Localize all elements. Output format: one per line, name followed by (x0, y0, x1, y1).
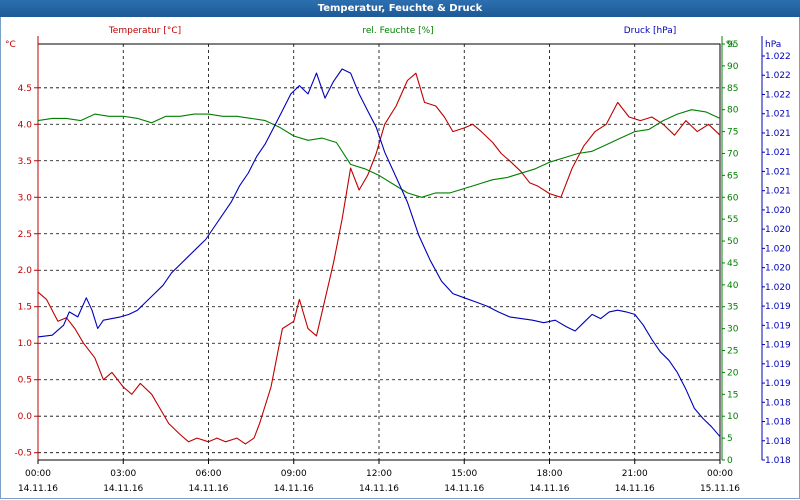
pressure-tick-label: 1.019 (765, 302, 791, 312)
humidity-tick-label: 20 (727, 368, 739, 378)
x-tick-time: 12:00 (366, 469, 392, 479)
humidity-tick-label: 30 (727, 325, 739, 335)
x-tick-date: 14.11.16 (615, 484, 655, 494)
temp-tick-label: 4.5 (18, 84, 32, 94)
pressure-tick-label: 1.021 (765, 148, 791, 158)
temp-axis-unit: °C (5, 40, 16, 50)
x-tick-time: 00:00 (25, 469, 51, 479)
x-tick-time: 21:00 (622, 469, 648, 479)
x-tick-date: 14.11.16 (444, 484, 484, 494)
x-tick-date: 14.11.16 (18, 484, 58, 494)
pressure-tick-label: 1.020 (765, 283, 791, 293)
pressure-tick-label: 1.018 (765, 437, 791, 447)
legend-pressure: Druck [hPa] (624, 26, 677, 36)
temp-tick-label: 0.0 (18, 412, 33, 422)
pressure-tick-label: 1.019 (765, 360, 791, 370)
pressure-tick-label: 1.020 (765, 225, 791, 235)
humidity-tick-label: 10 (727, 412, 739, 422)
x-tick-time: 00:00 (707, 469, 733, 479)
x-tick-date: 14.11.16 (529, 484, 569, 494)
pressure-tick-label: 1.022 (765, 90, 791, 100)
humidity-tick-label: 35 (727, 303, 738, 313)
pressure-tick-label: 1.021 (765, 167, 791, 177)
temp-tick-label: 2.0 (18, 266, 33, 276)
x-tick-time: 18:00 (537, 469, 563, 479)
pressure-tick-label: 1.019 (765, 321, 791, 331)
pressure-tick-label: 1.020 (765, 264, 791, 274)
humidity-tick-label: 85 (727, 84, 738, 94)
pressure-line (37, 68, 721, 438)
pressure-tick-label: 1.021 (765, 187, 791, 197)
x-tick-time: 09:00 (281, 469, 307, 479)
chart-title: Temperatur, Feuchte & Druck (0, 0, 800, 17)
humidity-line (37, 109, 721, 198)
pressure-tick-label: 1.018 (765, 418, 791, 428)
temperature-line (37, 72, 721, 445)
x-tick-date: 14.11.16 (188, 484, 228, 494)
temp-tick-label: 3.0 (18, 193, 33, 203)
pressure-tick-label: 1.022 (765, 71, 791, 81)
humidity-tick-label: 55 (727, 215, 738, 225)
humidity-tick-label: 60 (727, 193, 739, 203)
humidity-tick-label: 75 (727, 128, 738, 138)
pressure-tick-label: 1.020 (765, 244, 791, 254)
pressure-tick-label: 1.020 (765, 206, 791, 216)
temp-tick-label: -0.5 (14, 449, 32, 459)
humidity-tick-label: 40 (727, 281, 739, 291)
legend-humidity: rel. Feuchte [%] (362, 26, 433, 36)
x-tick-time: 03:00 (110, 469, 136, 479)
pressure-tick-label: 1.022 (765, 52, 791, 62)
pressure-tick-label: 1.021 (765, 129, 791, 139)
x-tick-time: 15:00 (451, 469, 477, 479)
humidity-tick-label: 25 (727, 347, 738, 357)
temp-tick-label: 1.0 (18, 339, 33, 349)
humidity-tick-label: 95 (727, 40, 738, 50)
humidity-tick-label: 15 (727, 390, 738, 400)
humidity-tick-label: 5 (727, 434, 733, 444)
humidity-tick-label: 90 (727, 62, 739, 72)
temp-tick-label: 3.5 (18, 157, 32, 167)
humidity-tick-label: 50 (727, 237, 739, 247)
humidity-tick-label: 80 (727, 106, 739, 116)
x-tick-time: 06:00 (196, 469, 222, 479)
pressure-tick-label: 1.019 (765, 379, 791, 389)
pressure-tick-label: 1.018 (765, 456, 791, 466)
humidity-tick-label: 45 (727, 259, 738, 269)
x-tick-date: 14.11.16 (103, 484, 143, 494)
x-tick-date: 15.11.16 (700, 484, 740, 494)
temp-tick-label: 1.5 (18, 303, 32, 313)
temp-tick-label: 2.5 (18, 230, 32, 240)
x-tick-date: 14.11.16 (274, 484, 314, 494)
humidity-tick-label: 65 (727, 171, 738, 181)
legend-temperature: Temperatur [°C] (108, 26, 181, 36)
temp-tick-label: 4.0 (18, 120, 33, 130)
pressure-tick-label: 1.021 (765, 110, 791, 120)
pressure-tick-label: 1.018 (765, 398, 791, 408)
humidity-tick-label: 0 (727, 456, 733, 466)
x-tick-date: 14.11.16 (359, 484, 399, 494)
humidity-axis-unit: % (726, 40, 735, 50)
temp-tick-label: 0.5 (18, 376, 32, 386)
humidity-tick-label: 70 (727, 149, 739, 159)
pressure-tick-label: 1.019 (765, 341, 791, 351)
pressure-axis-unit: hPa (765, 40, 781, 50)
